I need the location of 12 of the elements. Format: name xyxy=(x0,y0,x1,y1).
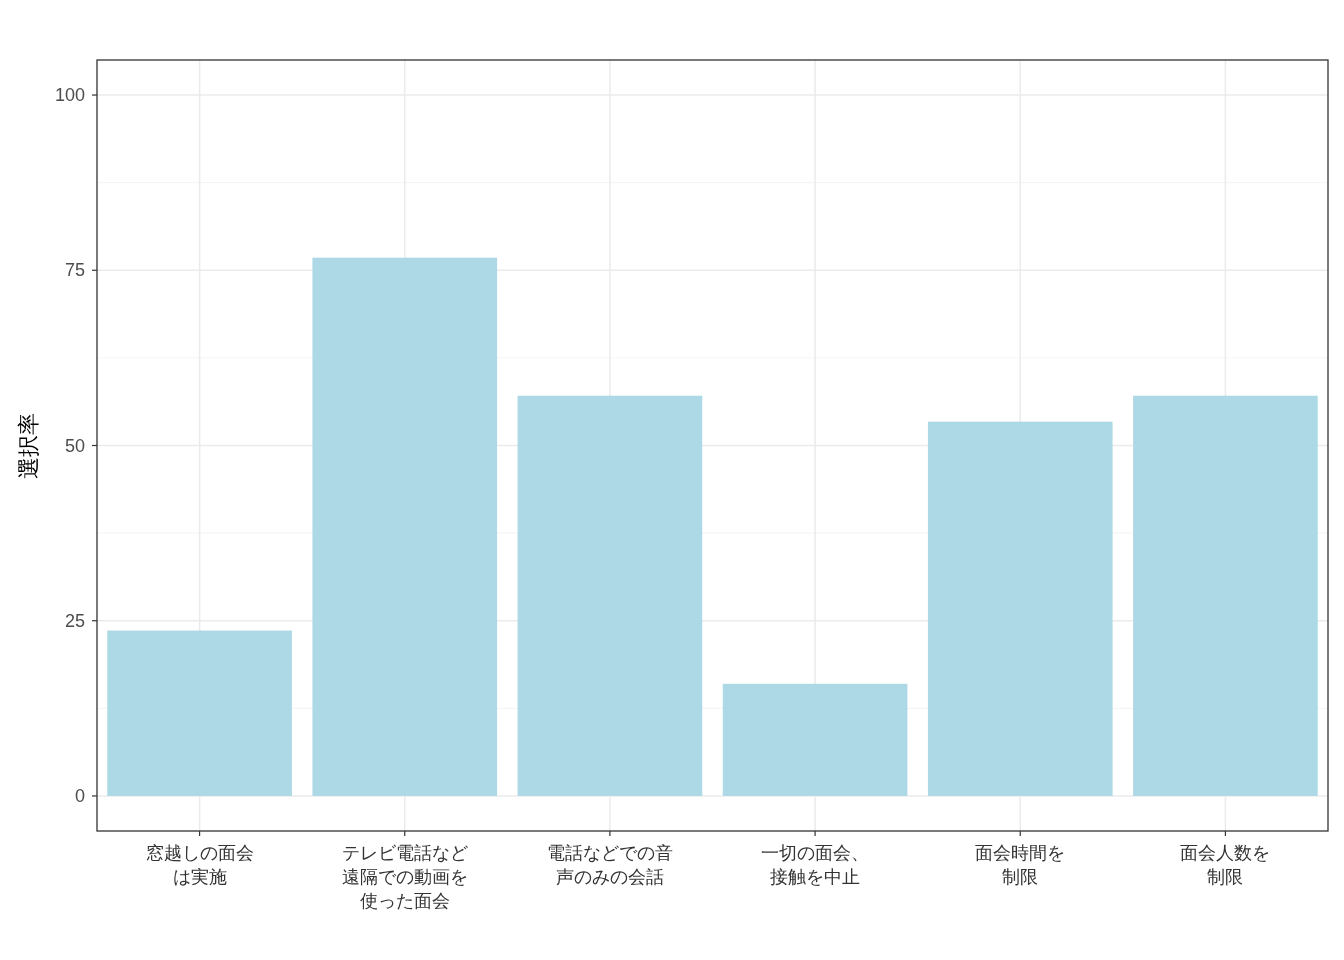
y-tick-label: 25 xyxy=(64,610,85,631)
y-tick-label: 75 xyxy=(64,260,85,281)
x-tick-label: 面会人数を制限 xyxy=(1180,843,1271,887)
x-tick-label: 窓越しの面会は実施 xyxy=(145,843,254,887)
y-tick-label: 50 xyxy=(64,435,85,456)
x-tick-label: 面会時間を制限 xyxy=(975,843,1066,887)
y-tick-label: 100 xyxy=(54,85,85,106)
x-tick-label: 電話などでの音声のみの会話 xyxy=(546,843,673,887)
y-axis-title: 選択率 xyxy=(16,412,41,479)
y-tick-label: 0 xyxy=(74,785,85,806)
x-tick-label: テレビ電話など遠隔での動画を使った面会 xyxy=(341,843,468,911)
x-tick-label: 一切の面会、接触を中止 xyxy=(761,843,870,887)
